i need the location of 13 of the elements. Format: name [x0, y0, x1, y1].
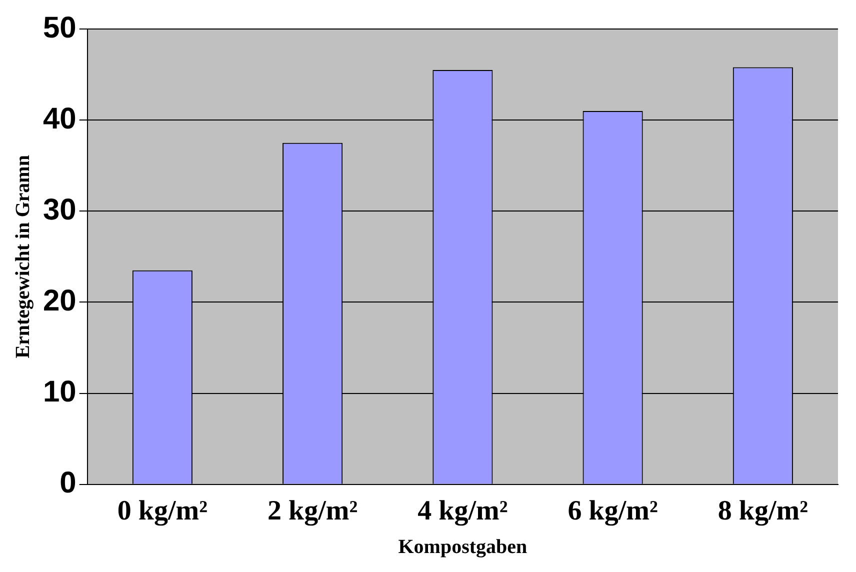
- y-tick-label: 40: [42, 102, 76, 136]
- y-tick-label: 30: [42, 193, 76, 226]
- x-tick-label: 2 kg/m²: [268, 495, 358, 526]
- y-tick-label: 50: [42, 11, 76, 44]
- x-axis-title: Kompostgaben: [398, 536, 528, 558]
- x-tick-label: 0 kg/m²: [117, 495, 208, 526]
- y-axis-title: Erntegewicht in Gramn: [12, 155, 34, 358]
- y-tick-label: 20: [42, 284, 76, 318]
- x-tick-label: 4 kg/m²: [418, 495, 508, 526]
- x-tick-label: 6 kg/m²: [568, 495, 658, 526]
- y-tick-label: 10: [42, 376, 76, 409]
- y-tick-label: 0: [60, 466, 76, 500]
- x-tick-label: 8 kg/m²: [718, 495, 808, 526]
